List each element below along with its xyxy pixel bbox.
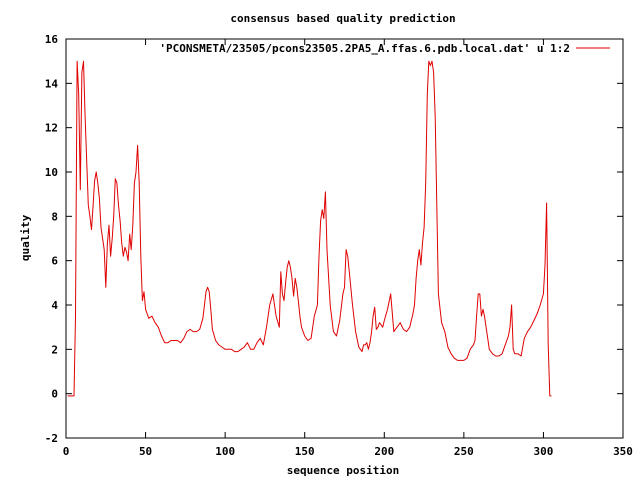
plot-frame xyxy=(65,38,624,439)
y-tick-label: 16 xyxy=(45,33,59,46)
x-tick-label: 350 xyxy=(613,445,633,458)
x-tick-label: 100 xyxy=(215,445,235,458)
y-tick-label: -2 xyxy=(45,432,58,445)
y-tick-label: 10 xyxy=(45,166,58,179)
legend-entry-label: 'PCONSMETA/23505/pcons23505.2PA5_A.ffas.… xyxy=(159,42,570,55)
y-axis-label: quality xyxy=(19,214,32,261)
y-tick-label: 4 xyxy=(51,299,58,312)
x-tick-label: 300 xyxy=(533,445,553,458)
x-tick-label: 0 xyxy=(63,445,70,458)
y-tick-label: 0 xyxy=(51,388,58,401)
legend: 'PCONSMETA/23505/pcons23505.2PA5_A.ffas.… xyxy=(159,42,610,55)
chart-title: consensus based quality prediction xyxy=(230,12,455,25)
y-tick-label: 14 xyxy=(45,77,59,90)
x-axis-label: sequence position xyxy=(287,464,400,477)
y-tick-label: 2 xyxy=(51,343,58,356)
x-tick-label: 150 xyxy=(295,445,315,458)
y-tick-label: 6 xyxy=(51,255,58,268)
x-tick-label: 200 xyxy=(374,445,394,458)
x-tick-label: 250 xyxy=(454,445,474,458)
x-tick-label: 50 xyxy=(139,445,152,458)
series-line-0 xyxy=(67,60,552,397)
y-tick-label: 12 xyxy=(45,122,58,135)
y-tick-label: 8 xyxy=(51,210,58,223)
